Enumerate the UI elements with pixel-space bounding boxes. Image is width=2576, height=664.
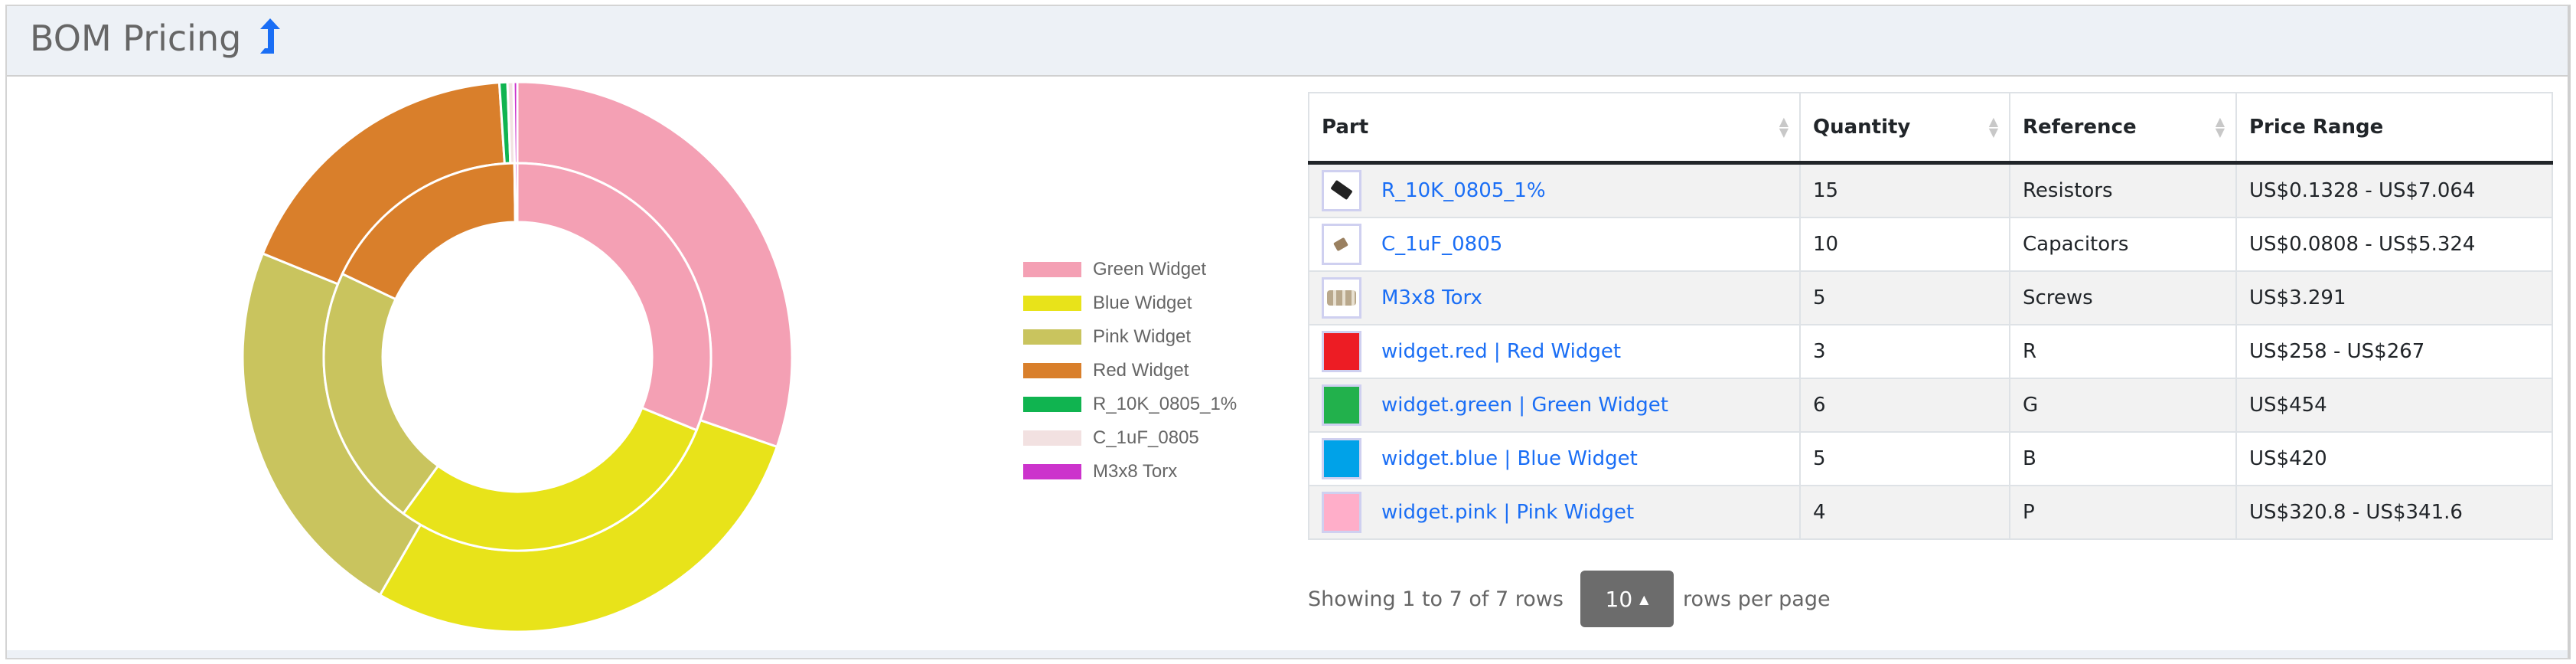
cell-part: widget.pink | Pink Widget	[1308, 485, 1801, 540]
column-header-part[interactable]: Part ▲ ▼	[1308, 92, 1801, 165]
pagination: Showing 1 to 7 of 7 rows 10 ▲ rows per p…	[1308, 571, 1831, 627]
donut-slice-inner-1[interactable]	[402, 406, 699, 552]
column-header-quantity[interactable]: Quantity ▲ ▼	[1799, 92, 2010, 165]
column-header-reference[interactable]: Reference ▲ ▼	[2009, 92, 2237, 165]
cell-part: widget.green | Green Widget	[1308, 378, 1801, 433]
cell-reference: R	[2009, 324, 2237, 379]
legend-swatch	[1023, 430, 1081, 446]
legend-swatch	[1023, 296, 1081, 311]
legend-label: M3x8 Torx	[1093, 461, 1178, 482]
cell-quantity: 4	[1799, 485, 2010, 540]
table-row: C_1uF_0805 10 Capacitors US$0.0808 - US$…	[1308, 217, 2553, 272]
legend-item[interactable]: Red Widget	[1023, 354, 1237, 388]
legend-item[interactable]: Green Widget	[1023, 253, 1237, 286]
cell-part: R_10K_0805_1%	[1308, 162, 1801, 218]
page-size-dropdown[interactable]: 10 ▲	[1580, 571, 1674, 627]
cell-price-range: US$454	[2235, 378, 2553, 433]
rows-per-page-label: rows per page	[1682, 587, 1831, 611]
resistor-thumbnail	[1322, 170, 1361, 211]
screws-thumbnail	[1322, 277, 1361, 319]
legend-label: R_10K_0805_1%	[1093, 394, 1237, 414]
cell-price-range: US$0.1328 - US$7.064	[2235, 162, 2553, 218]
cell-part: widget.red | Red Widget	[1308, 324, 1801, 379]
page-title: BOM Pricing	[30, 17, 282, 59]
cell-quantity: 5	[1799, 270, 2010, 325]
legend-swatch	[1023, 262, 1081, 277]
color-swatch-thumbnail	[1322, 331, 1361, 372]
legend-label: Green Widget	[1093, 259, 1207, 280]
cell-quantity: 15	[1799, 162, 2010, 218]
part-link[interactable]: widget.blue | Blue Widget	[1381, 447, 1638, 470]
table-row: M3x8 Torx 5 Screws US$3.291	[1308, 270, 2553, 325]
cell-reference: G	[2009, 378, 2237, 433]
table-row: widget.pink | Pink Widget 4 P US$320.8 -…	[1308, 485, 2553, 540]
caret-up-icon: ▲	[1639, 591, 1649, 607]
cell-part: C_1uF_0805	[1308, 217, 1801, 272]
cell-price-range: US$0.0808 - US$5.324	[2235, 217, 2553, 272]
table-row: widget.blue | Blue Widget 5 B US$420	[1308, 431, 2553, 486]
table-row: R_10K_0805_1% 15 Resistors US$0.1328 - U…	[1308, 162, 2553, 218]
part-link[interactable]: R_10K_0805_1%	[1381, 179, 1546, 202]
capacitor-thumbnail	[1322, 224, 1361, 265]
cell-part: widget.blue | Blue Widget	[1308, 431, 1801, 486]
card-header: BOM Pricing	[7, 6, 2568, 77]
legend-swatch	[1023, 329, 1081, 345]
title-text: BOM Pricing	[30, 18, 242, 59]
part-link[interactable]: widget.green | Green Widget	[1381, 394, 1668, 417]
part-link[interactable]: widget.pink | Pink Widget	[1381, 501, 1635, 524]
legend-item[interactable]: C_1uF_0805	[1023, 421, 1237, 455]
level-up-arrow-icon[interactable]	[259, 17, 282, 55]
cell-quantity: 6	[1799, 378, 2010, 433]
color-swatch-thumbnail	[1322, 492, 1361, 533]
cell-reference: Resistors	[2009, 162, 2237, 218]
cell-price-range: US$258 - US$267	[2235, 324, 2553, 379]
donut-slice-outer-6[interactable]	[512, 80, 519, 165]
donut-slice-inner-6[interactable]	[513, 162, 519, 224]
cell-reference: P	[2009, 485, 2237, 540]
legend-item[interactable]: M3x8 Torx	[1023, 455, 1237, 489]
legend-label: Pink Widget	[1093, 326, 1192, 347]
doughnut-chart	[241, 80, 794, 633]
legend-label: C_1uF_0805	[1093, 427, 1199, 448]
part-link[interactable]: C_1uF_0805	[1381, 233, 1503, 256]
legend-item[interactable]: Blue Widget	[1023, 286, 1237, 320]
cell-quantity: 5	[1799, 431, 2010, 486]
part-link[interactable]: widget.red | Red Widget	[1381, 340, 1622, 363]
donut-slice-inner-0[interactable]	[516, 162, 712, 432]
card-footer	[7, 650, 2568, 658]
legend-swatch	[1023, 363, 1081, 378]
bom-table: Part ▲ ▼ Quantity ▲ ▼ Reference ▲ ▼ Price Rang…	[1308, 92, 2553, 540]
sort-icon[interactable]: ▲ ▼	[1988, 114, 1998, 139]
chart-legend: Green Widget Blue Widget Pink Widget Red Wi…	[1023, 253, 1237, 489]
cell-reference: B	[2009, 431, 2237, 486]
table-row: widget.red | Red Widget 3 R US$258 - US$…	[1308, 324, 2553, 379]
legend-swatch	[1023, 464, 1081, 479]
legend-item[interactable]: Pink Widget	[1023, 320, 1237, 354]
cell-reference: Capacitors	[2009, 217, 2237, 272]
cell-quantity: 3	[1799, 324, 2010, 379]
legend-item[interactable]: R_10K_0805_1%	[1023, 388, 1237, 421]
sort-icon[interactable]: ▲ ▼	[1779, 114, 1789, 139]
legend-label: Blue Widget	[1093, 293, 1192, 313]
part-link[interactable]: M3x8 Torx	[1381, 286, 1482, 309]
color-swatch-thumbnail	[1322, 384, 1361, 426]
pagination-info: Showing 1 to 7 of 7 rows	[1308, 587, 1564, 611]
cell-price-range: US$3.291	[2235, 270, 2553, 325]
column-header-price-range: Price Range	[2235, 92, 2553, 165]
sort-icon[interactable]: ▲ ▼	[2215, 114, 2225, 139]
cell-reference: Screws	[2009, 270, 2237, 325]
cell-price-range: US$320.8 - US$341.6	[2235, 485, 2553, 540]
legend-swatch	[1023, 397, 1081, 412]
cell-quantity: 10	[1799, 217, 2010, 272]
cell-part: M3x8 Torx	[1308, 270, 1801, 325]
table-row: widget.green | Green Widget 6 G US$454	[1308, 378, 2553, 433]
color-swatch-thumbnail	[1322, 438, 1361, 479]
legend-label: Red Widget	[1093, 360, 1189, 381]
cell-price-range: US$420	[2235, 431, 2553, 486]
